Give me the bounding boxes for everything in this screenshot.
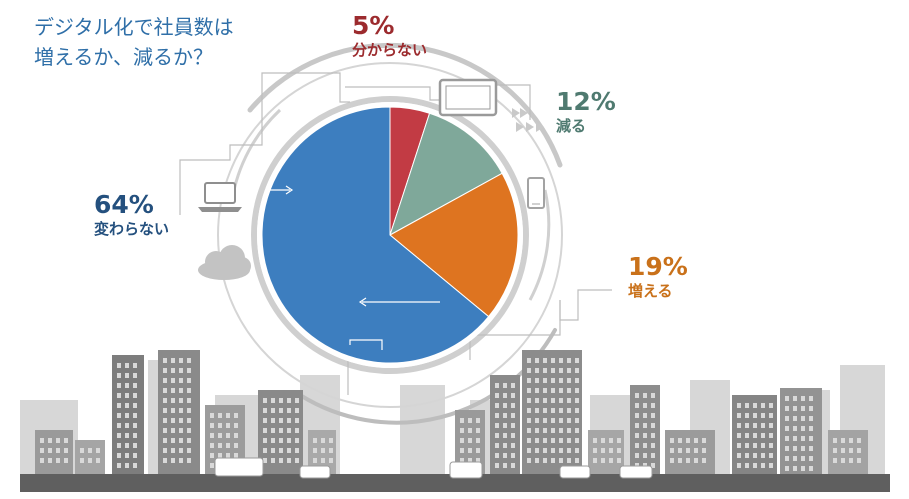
pie-slice-decrease [389,112,503,237]
slice-label-decrease: 12% 減る [556,88,616,136]
vehicle-4 [559,465,591,479]
building-10 [522,350,582,474]
building-6 [258,390,303,474]
building-2 [75,440,105,474]
slice-label-unknown-pct: 5% [352,11,395,40]
slice-label-same-pct: 64% [94,190,154,219]
title-line-2: 増えるか、減るか？ [34,45,213,69]
building-15 [780,388,822,474]
title-line-1: デジタル化で社員数は [34,15,234,39]
slice-label-increase-pct: 19% [628,252,688,281]
vehicles [214,457,653,479]
cloud-icon [198,245,251,280]
skyline-front [35,350,868,474]
vehicle-2 [299,465,331,479]
fast-forward-icon [512,108,544,132]
slice-label-unknown-name: 分からない [352,41,428,59]
slice-label-same-name: 変わらない [94,220,170,238]
page-title: デジタル化で社員数は 増えるか、減るか？ [34,12,234,72]
building-14 [732,395,777,474]
building-13 [665,430,715,474]
building-3 [112,355,144,474]
pie-slice-same [261,106,490,364]
slice-label-unknown: 5% 分からない [352,12,427,60]
pie-chart [257,102,523,368]
inner-arrows [270,185,440,350]
building-4 [158,350,200,474]
connector-lines [179,72,612,395]
slice-label-increase: 19% 増える [628,253,688,301]
tablet-icon [527,177,545,209]
slice-label-decrease-name: 減る [556,117,587,135]
slice-label-increase-name: 増える [628,282,673,300]
vehicle-3 [449,461,483,479]
road [20,474,890,492]
vehicle-1 [214,457,264,477]
vehicle-5 [619,465,653,479]
pie-slice-increase [389,172,519,318]
monitor-icon [438,78,498,117]
slice-label-same: 64% 変わらない [94,191,169,239]
building-1 [35,430,73,474]
slice-label-decrease-pct: 12% [556,87,616,116]
building-16 [828,430,868,474]
building-11 [588,430,624,474]
laptop-icon [198,182,242,212]
building-9 [490,375,520,474]
building-12 [630,385,660,474]
